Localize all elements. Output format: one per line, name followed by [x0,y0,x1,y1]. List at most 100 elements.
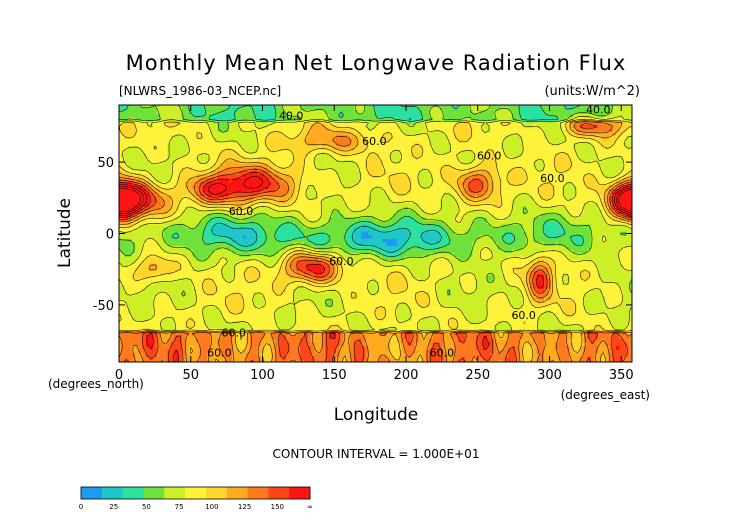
heatmap-cell [608,156,613,161]
heatmap-cell [397,188,402,194]
heatmap-cell [404,160,409,165]
heatmap-cell [174,149,179,154]
heatmap-cell [379,128,384,133]
heatmap-cell [425,210,430,215]
heatmap-cell [529,178,534,183]
heatmap-cell [242,131,247,136]
heatmap-cell [242,203,247,208]
heatmap-cell [253,113,258,119]
heatmap-cell [583,181,588,186]
heatmap-cell [472,160,477,165]
heatmap-cell [321,192,326,197]
heatmap-cell [404,117,409,122]
heatmap-cell [221,138,226,144]
heatmap-cell [432,167,438,172]
heatmap-cell [526,210,531,215]
heatmap-cell [160,128,165,133]
heatmap-cell [432,160,438,165]
heatmap-cell [307,185,312,190]
heatmap-cell [217,153,222,158]
heatmap-cell [249,160,255,165]
heatmap-cell [235,224,240,229]
heatmap-cell [375,146,380,151]
heatmap-cell [458,128,463,133]
heatmap-cell [508,105,513,108]
heatmap-cell [558,185,563,190]
heatmap-cell [296,196,301,201]
heatmap-cell [483,149,488,154]
heatmap-cell [361,192,366,197]
heatmap-cell [307,138,312,144]
heatmap-cell [436,135,441,140]
heatmap-cell [271,135,276,140]
heatmap-cell [375,149,380,154]
heatmap-cell [325,135,330,140]
heatmap-cell [214,117,219,122]
heatmap-cell [587,149,592,154]
heatmap-cell [357,135,362,140]
heatmap-cell [501,110,506,115]
heatmap-cell [178,221,183,226]
heatmap-cell [400,128,405,133]
heatmap-cell [562,113,567,119]
heatmap-cell [522,153,527,158]
heatmap-cell [536,174,542,179]
heatmap-cell [414,185,420,190]
heatmap-cell [336,153,341,158]
heatmap-cell [515,178,520,183]
heatmap-cell [490,196,495,201]
heatmap-cell [572,160,577,165]
heatmap-cell [292,110,298,115]
heatmap-cell [224,160,230,165]
heatmap-cell [196,106,201,111]
heatmap-cell [544,105,549,108]
heatmap-cell [249,153,255,158]
heatmap-cell [461,131,466,136]
heatmap-cell [167,153,172,158]
heatmap-cell [587,113,592,119]
heatmap-cell [450,135,456,140]
heatmap-cell [619,196,624,201]
heatmap-cell [393,106,398,111]
heatmap-cell [490,106,495,111]
heatmap-cell [583,106,588,111]
heatmap-cell [217,217,222,222]
heatmap-cell [214,221,219,226]
heatmap-cell [468,138,473,144]
heatmap-cell [321,199,326,204]
heatmap-cell [605,188,610,194]
heatmap-cell [149,210,154,215]
heatmap-cell [361,181,366,186]
heatmap-cell [135,121,140,126]
heatmap-cell [228,199,233,204]
heatmap-cell [569,178,574,183]
heatmap-cell [271,224,276,229]
heatmap-cell [278,167,283,172]
heatmap-cell [490,163,495,169]
heatmap-cell [497,206,502,211]
heatmap-cell [436,174,441,179]
heatmap-cell [440,174,445,179]
heatmap-cell [544,138,549,144]
heatmap-cell [120,113,125,119]
heatmap-cell [529,199,534,204]
heatmap-cell [504,178,509,183]
heatmap-cell [504,106,509,111]
heatmap-cell [119,174,122,179]
heatmap-cell [346,146,351,151]
heatmap-cell [217,156,222,161]
heatmap-cell [303,171,308,176]
heatmap-cell [605,221,610,226]
heatmap-cell [429,146,434,151]
heatmap-cell [171,185,176,190]
heatmap-cell [296,171,301,176]
heatmap-cell [432,121,438,126]
heatmap-cell [156,149,161,154]
heatmap-cell [558,192,563,197]
heatmap-cell [328,221,334,226]
heatmap-cell [418,199,423,204]
heatmap-cell [583,149,588,154]
heatmap-cell [454,146,459,151]
heatmap-cell [508,131,513,136]
heatmap-cell [536,117,542,122]
